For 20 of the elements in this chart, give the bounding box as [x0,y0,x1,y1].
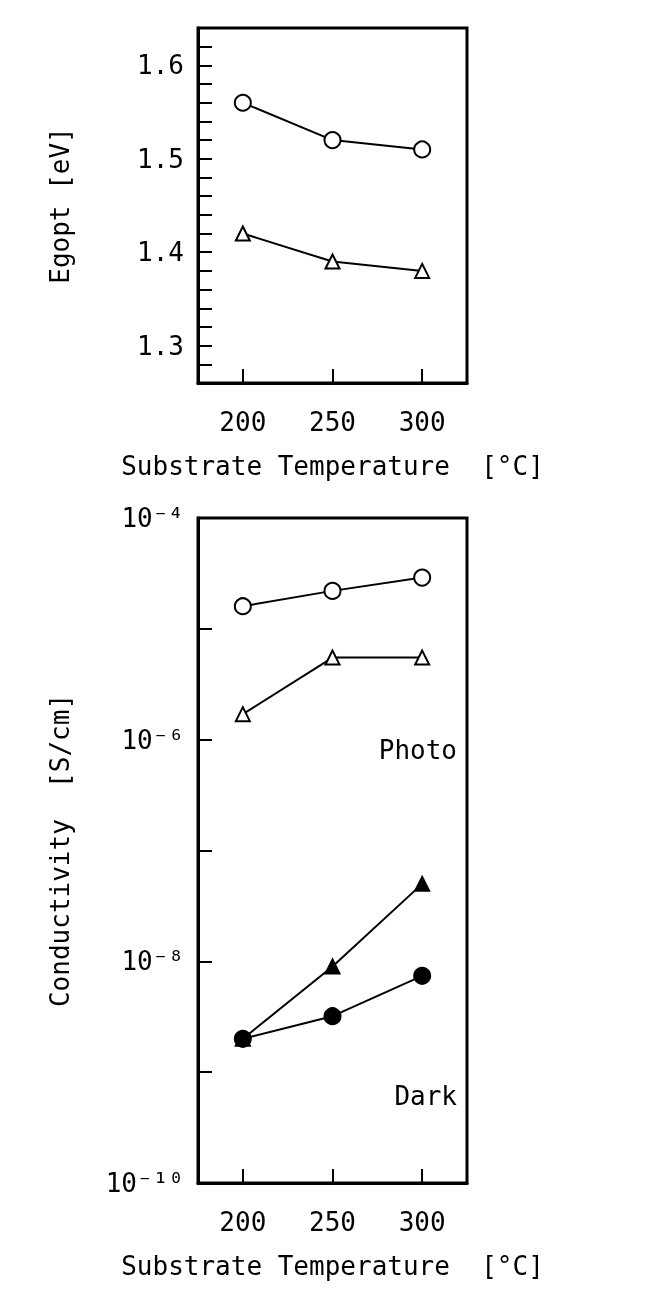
y-tick-label: 1.4 [137,237,184,268]
annotation: Dark [394,1081,458,1112]
y-tick-label: 10⁻⁸ [121,946,184,977]
annotation: Photo [378,735,458,766]
x-axis-title: Substrate Temperature [°C] [121,451,544,481]
y-axis-title: Conductivity [S/cm] [45,693,75,1008]
y-tick-label: 10⁻⁴ [121,503,184,533]
x-tick-label: 200 [219,407,267,437]
y-tick-label: 1.6 [137,50,184,81]
x-tick-label: 250 [309,407,356,437]
x-tick-label: 300 [398,407,446,437]
y-tick-label: 1.5 [137,143,184,174]
y-tick-label: 1.3 [137,330,184,361]
y-tick-label: 10⁻⁶ [121,724,184,755]
x-tick-label: 300 [398,1207,446,1237]
x-tick-label: 250 [309,1207,356,1237]
x-axis-title: Substrate Temperature [°C] [121,1251,544,1281]
y-tick-label: 10⁻¹⁰ [105,1168,184,1198]
y-axis-title: Egopt [eV] [45,127,75,284]
x-tick-label: 200 [219,1207,267,1237]
